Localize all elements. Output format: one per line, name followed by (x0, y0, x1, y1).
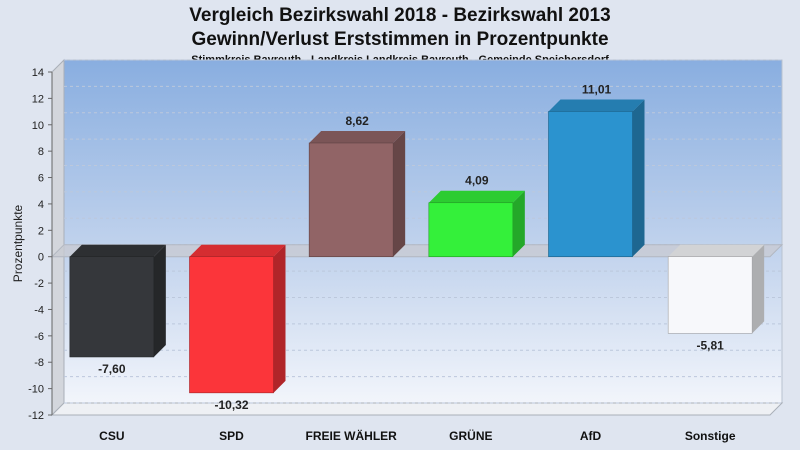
plot-left-wall (51, 58, 65, 417)
bar (667, 256, 753, 334)
chart-title: Vergleich Bezirkswahl 2018 - Bezirkswahl… (189, 5, 611, 26)
y-tick-label: -10 (28, 384, 44, 396)
bar-top (668, 244, 765, 257)
y-tick-label: -8 (34, 357, 44, 369)
bar-side (752, 244, 765, 334)
y-tick-label: 14 (32, 67, 44, 79)
value-label: -5,81 (696, 338, 724, 352)
x-tick-label: CSU (99, 429, 124, 443)
value-label: 4,09 (465, 174, 489, 188)
bar-side (273, 244, 286, 393)
y-tick-label: -6 (34, 331, 44, 343)
x-tick-label: FREIE WÄHLER (305, 428, 397, 443)
plot-floor (50, 402, 784, 416)
bar-top (309, 130, 406, 143)
y-tick-label: 8 (38, 146, 44, 158)
y-tick-label: 12 (32, 93, 44, 105)
plot-background (63, 59, 783, 404)
y-axis-title: Prozentpunkte (11, 204, 25, 282)
bar-side (153, 244, 166, 357)
value-label: -7,60 (98, 362, 126, 376)
bar-side (512, 190, 525, 257)
chart-title-line-2: Gewinn/Verlust Erststimmen in Prozentpun… (191, 29, 609, 50)
bar (548, 111, 633, 257)
y-tick-label: 4 (38, 199, 44, 211)
x-tick-label: SPD (219, 429, 244, 443)
x-tick-label: AfD (580, 429, 602, 443)
y-tick-label: 10 (32, 120, 44, 132)
x-tick-label: Sonstige (685, 429, 736, 443)
bar-top (69, 244, 166, 257)
bar-top (189, 244, 286, 257)
bar (428, 202, 514, 257)
bar-top (428, 190, 525, 203)
value-label: 8,62 (345, 114, 369, 128)
bar (69, 256, 155, 358)
y-tick-label: -2 (34, 278, 44, 290)
bar (308, 142, 394, 257)
bar-side (632, 99, 645, 257)
y-tick-label: 0 (38, 252, 44, 264)
y-tick-label: -12 (28, 410, 44, 422)
bar (189, 256, 274, 394)
x-tick-label: GRÜNE (449, 428, 492, 443)
bar-top (548, 99, 645, 112)
y-tick-label: 6 (38, 173, 44, 185)
value-label: 11,01 (582, 82, 612, 96)
value-label: -10,32 (214, 398, 248, 412)
bar-side (393, 130, 406, 257)
y-tick-label: 2 (38, 225, 44, 237)
y-tick-label: -4 (34, 304, 44, 316)
